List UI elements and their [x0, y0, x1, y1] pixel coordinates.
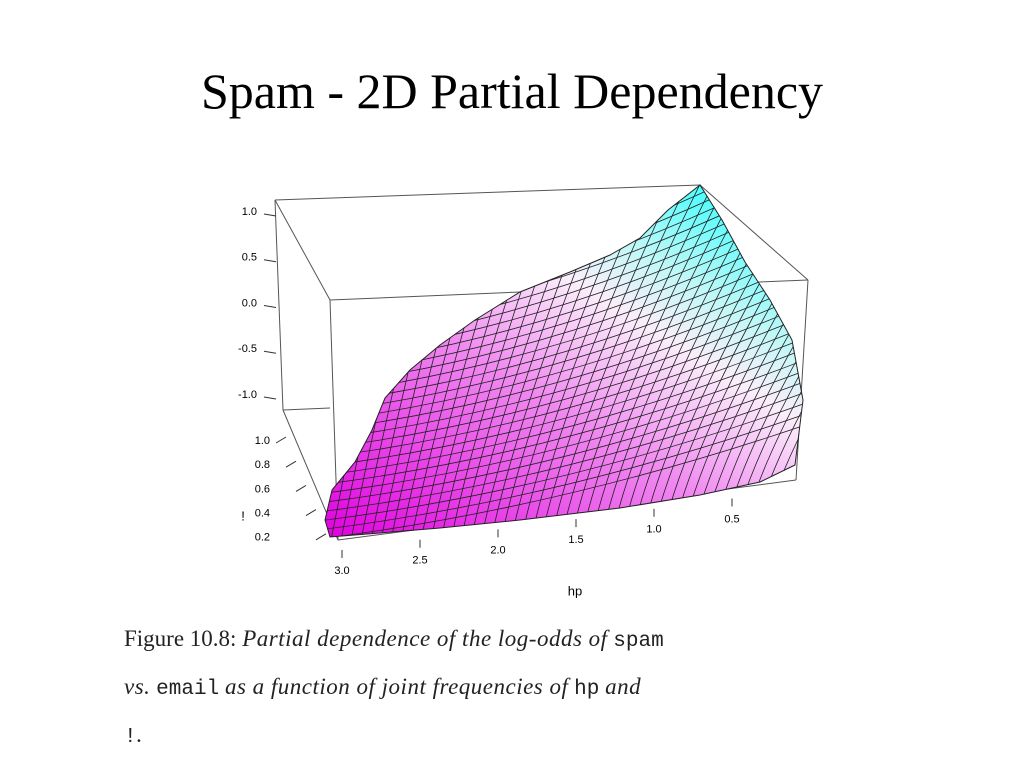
caption-line: vs. email as a function of joint frequen… — [124, 674, 641, 701]
mesh-line — [325, 185, 803, 262]
x-tick-label: 1.5 — [568, 534, 583, 546]
mesh-line — [325, 397, 803, 523]
mesh-line — [325, 185, 803, 244]
depth-tick-label: 1.0 — [255, 435, 270, 447]
mesh-line — [789, 185, 803, 537]
mesh-line — [325, 276, 803, 424]
caption-line: Figure 10.8: Partial dependence of the l… — [124, 626, 664, 653]
mesh-line — [325, 375, 803, 505]
mesh-line — [325, 309, 803, 451]
depth-tick-label: 0.4 — [255, 508, 270, 520]
slide-title: Spam - 2D Partial Dependency — [200, 63, 824, 119]
depth-tick — [275, 436, 287, 444]
mesh-line — [589, 185, 742, 537]
caption-text: vs. — [124, 674, 151, 699]
caption-line: !. — [124, 722, 143, 749]
surface — [324, 184, 804, 538]
depth-tick — [285, 460, 297, 468]
depth-tick-label: 0.8 — [255, 459, 270, 471]
z-tick — [263, 396, 277, 400]
z-tick-label: 0.0 — [242, 297, 257, 309]
mesh-line — [325, 364, 803, 496]
caption-text: and — [605, 674, 642, 699]
mesh-line — [325, 298, 803, 442]
mesh-line — [325, 185, 803, 190]
mesh-line — [325, 331, 803, 469]
depth-tick-label: 0.2 — [255, 532, 270, 544]
depth-tick — [315, 533, 327, 541]
x-tick-label: 3.0 — [334, 565, 349, 577]
caption-text: Partial dependence of the log-odds of — [242, 626, 608, 651]
z-tick-label: 0.5 — [242, 252, 257, 264]
mesh-line — [325, 320, 803, 460]
z-tick-label: -0.5 — [238, 343, 257, 355]
z-tick — [263, 350, 277, 354]
mesh-line — [559, 185, 703, 537]
caption-text: Figure 10.8: — [124, 626, 237, 651]
x-tick-label: 1.0 — [646, 524, 661, 536]
mesh-line — [325, 353, 803, 487]
depth-tick — [295, 484, 307, 492]
depth-tick-label: 0.6 — [255, 483, 270, 495]
caption-text: as a function of joint frequencies of — [224, 674, 569, 699]
caption-text: email — [156, 678, 220, 701]
mesh-line — [325, 185, 803, 199]
z-tick — [263, 213, 277, 217]
z-tick-label: 1.0 — [242, 206, 257, 218]
mesh-line — [325, 287, 803, 433]
x-axis-label: hp — [568, 583, 582, 598]
x-tick-label: 2.0 — [490, 544, 505, 556]
x-tick-label: 0.5 — [724, 513, 739, 525]
mesh-line — [325, 185, 803, 235]
mesh-line — [769, 185, 803, 537]
z-tick-label: -1.0 — [238, 389, 257, 401]
mesh-line — [579, 185, 729, 537]
mesh-line — [539, 185, 677, 537]
mesh-line — [325, 342, 803, 478]
caption-text: . — [136, 722, 143, 747]
mesh-line — [569, 185, 716, 537]
mesh-line — [325, 386, 803, 514]
depth-axis-label: ! — [241, 508, 245, 523]
depth-tick — [305, 509, 317, 517]
mesh-line — [325, 185, 803, 217]
mesh-line — [325, 408, 803, 532]
caption-text: ! — [124, 726, 137, 749]
z-tick — [263, 305, 277, 308]
mesh-line — [325, 185, 803, 271]
x-tick-label: 2.5 — [412, 555, 427, 567]
caption-text: spam — [613, 630, 664, 653]
mesh-line — [529, 185, 664, 537]
mesh-line — [549, 185, 690, 537]
mesh-line — [779, 185, 803, 537]
caption-text: hp — [574, 678, 600, 701]
mesh-line — [325, 185, 803, 208]
mesh-line — [325, 185, 803, 253]
z-tick — [263, 259, 277, 263]
mesh-line — [325, 419, 803, 537]
